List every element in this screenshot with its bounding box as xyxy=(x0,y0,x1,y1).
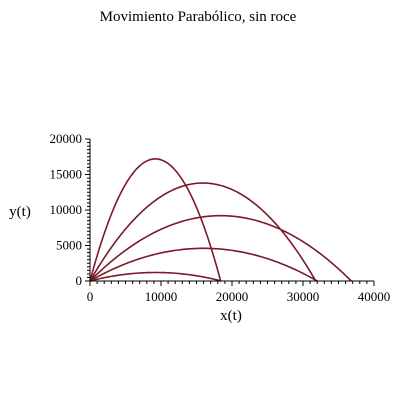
y-tick-label: 15000 xyxy=(50,167,83,182)
trajectory-line-3 xyxy=(89,214,352,282)
x-axis-label: x(t) xyxy=(220,308,242,324)
x-tick-label: 10000 xyxy=(145,289,178,304)
y-tick-label: 5000 xyxy=(56,238,82,253)
y-axis-ticks: 0 5000 10000 15000 20000 xyxy=(50,131,90,288)
x-axis-ticks: 0 10000 20000 30000 40000 xyxy=(87,281,391,304)
trajectory-line-5 xyxy=(89,158,222,282)
x-tick-label: 20000 xyxy=(216,289,249,304)
trajectory-line-4 xyxy=(89,182,317,282)
trajectory-curves xyxy=(89,158,352,282)
x-tick-label: 30000 xyxy=(287,289,320,304)
y-tick-label: 20000 xyxy=(50,131,83,146)
x-tick-label: 40000 xyxy=(358,289,391,304)
chart-title: Movimiento Parabólico, sin roce xyxy=(100,9,297,25)
trajectory-line-1 xyxy=(89,271,222,282)
x-tick-label: 0 xyxy=(87,289,94,304)
y-tick-label: 0 xyxy=(76,273,83,288)
y-axis-label: y(t) xyxy=(9,204,31,220)
trajectory-line-2 xyxy=(89,247,318,282)
y-tick-label: 10000 xyxy=(50,202,83,217)
